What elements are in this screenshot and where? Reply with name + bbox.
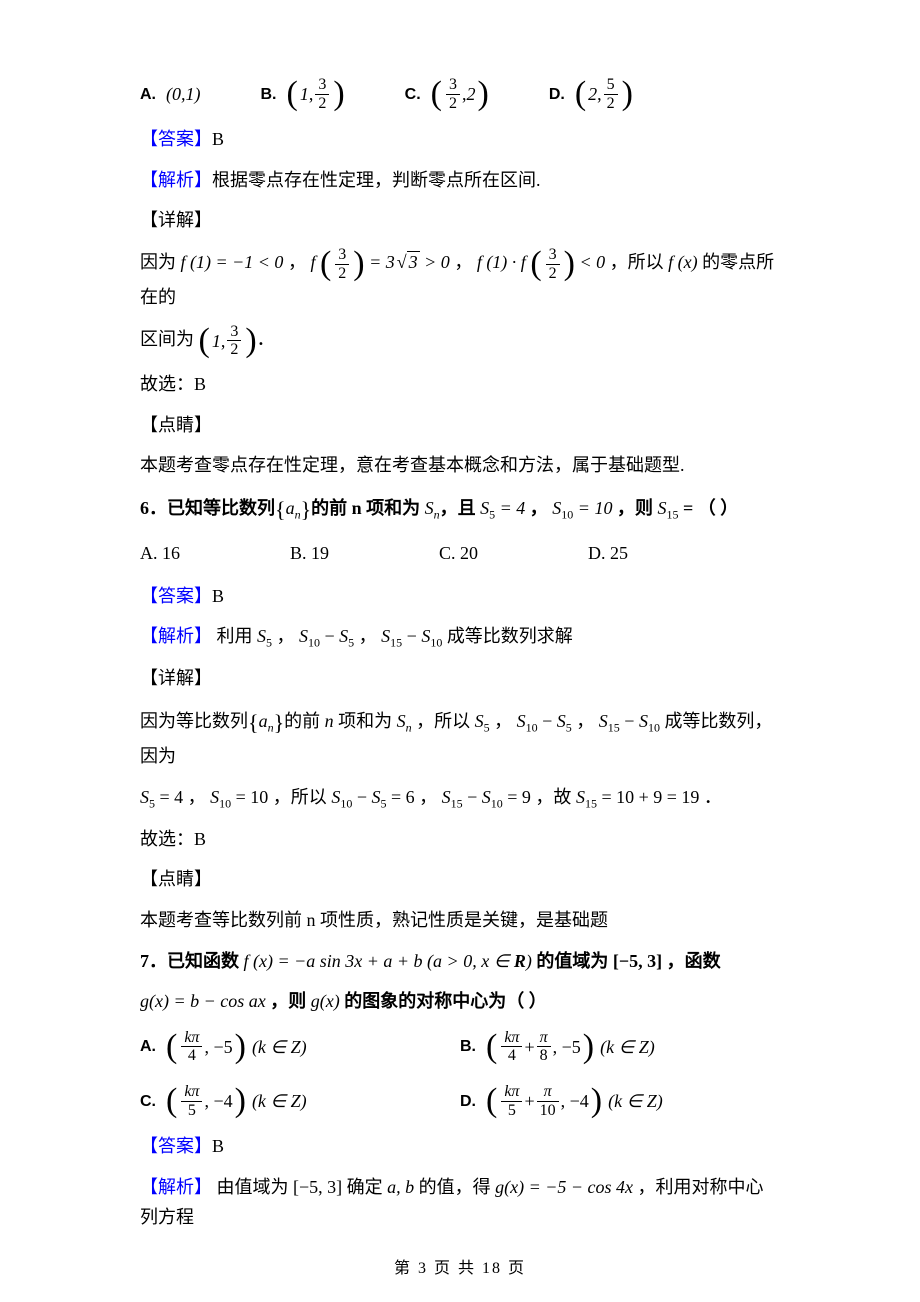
choice-letter: C. [405,81,421,108]
q5-detail-label: 【详解】 [140,205,780,236]
q7-choice-b: B. kπ4 + π8 , −5 (k ∈ Z) [460,1029,780,1065]
choice-letter: B. [261,81,277,108]
q7-answer: 【答案】B [140,1131,780,1162]
q5-analysis: 【解析】根据零点存在性定理，判断零点所在区间. [140,165,780,196]
q5-detail-line1: 因为 f (1) = −1 < 0 ， f 32 = 33 > 0 ， f (1… [140,246,780,313]
q6-detail-label: 【详解】 [140,663,780,694]
analysis-text: 根据零点存在性定理，判断零点所在区间. [212,170,541,190]
q6-insight: 本题考查等比数列前 n 项性质，熟记性质是关键，是基础题 [140,905,780,936]
q5-choice-b: B. 1, 32 [261,76,345,112]
choice-letter: A. [140,81,156,108]
q6-choice-c: C. 20 [439,538,478,569]
q5-therefore: 故选：B [140,369,780,400]
q6-analysis: 【解析】 利用 S5 ， S10 − S5 ， S15 − S10 成等比数列求… [140,621,780,653]
q5-detail-line2: 区间为 1,32． [140,323,780,359]
q6-choices: A. 16 B. 19 C. 20 D. 25 [140,538,780,569]
q6-detail-line2: S5 = 4 ， S10 = 10 ，所以 S10 − S5 = 6 ， S15… [140,782,780,814]
page: A. (0,1) B. 1, 32 C. 32 ,2 D. 2, 52 【答案】 [0,0,920,1302]
q7-stem-line2: g(x) = b − cos ax ，则 g(x) 的图象的对称中心为（ ） [140,986,780,1017]
math: f (1) = −1 < 0 [181,252,284,272]
interval: 1, 32 [287,76,345,112]
q7-analysis: 【解析】 由值域为 [−5, 3] 确定 a, b 的值，得 g(x) = −5… [140,1172,780,1233]
q5-choice-a: A. (0,1) [140,76,201,112]
q6-choice-d: D. 25 [588,538,628,569]
q6-answer: 【答案】B [140,581,780,612]
q6-choice-a: A. 16 [140,538,180,569]
q7-choice-d: D. kπ5 + π10 , −4 (k ∈ Z) [460,1083,780,1119]
q7-choice-c: C. kπ5 , −4 (k ∈ Z) [140,1083,460,1119]
q5-insight: 本题考查零点存在性定理，意在考查基本概念和方法，属于基础题型. [140,450,780,481]
analysis-label: 【解析】 [140,170,212,190]
interval: 32 ,2 [431,76,489,112]
page-footer: 第 3 页 共 18 页 [0,1255,920,1282]
answer-label: 【答案】 [140,129,212,149]
q7-choices: A. kπ4 , −5 (k ∈ Z) B. kπ4 + π8 , −5 (k … [140,1029,780,1119]
q5-choice-c: C. 32 ,2 [405,76,489,112]
q6-choice-b: B. 19 [290,538,329,569]
choice-letter: D. [549,81,565,108]
q7-choice-a: A. kπ4 , −5 (k ∈ Z) [140,1029,460,1065]
q7-stem-line1: 7．已知函数 f (x) = −a sin 3x + a + b (a > 0,… [140,946,780,977]
q5-answer: 【答案】B [140,124,780,155]
choice-content: (0,1) [166,79,201,110]
q6-insight-label: 【点睛】 [140,864,780,895]
q5-insight-label: 【点睛】 [140,410,780,441]
answer-value: B [212,129,224,149]
q6-therefore: 故选：B [140,824,780,855]
q6-detail-line1: 因为等比数列{an}的前 n 项和为 Sn ，所以 S5 ， S10 − S5 … [140,704,780,772]
q6-stem: 6．已知等比数列{an}的前 n 项和为 Sn，且 S5 = 4 ， S10 =… [140,491,780,528]
interval: 2, 52 [575,76,633,112]
math: f (x) = −a sin 3x + a + b (a > 0, x ∈ R) [244,951,532,971]
q5-choice-d: D. 2, 52 [549,76,633,112]
q5-choices: A. (0,1) B. 1, 32 C. 32 ,2 D. 2, 52 [140,76,780,112]
